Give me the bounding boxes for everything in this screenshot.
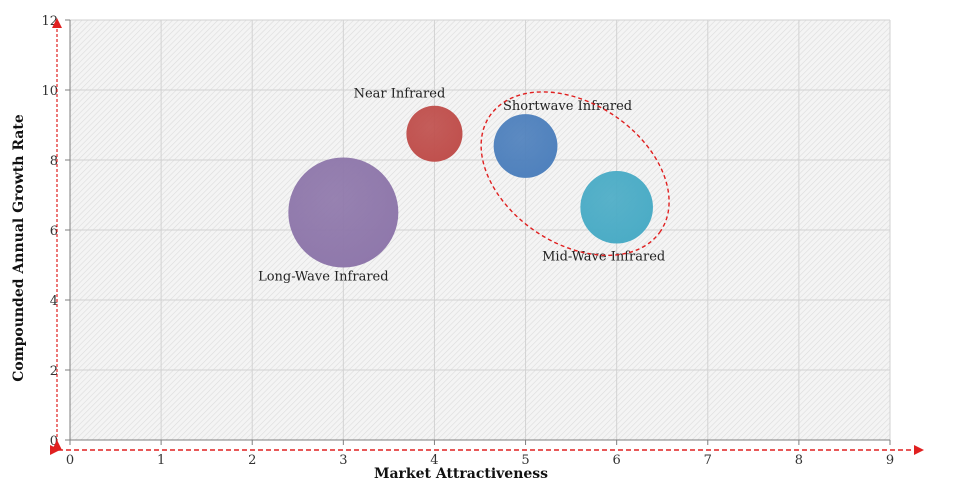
y-tick-label-10: 10 xyxy=(41,84,58,99)
x-tick-label-1: 1 xyxy=(157,453,165,468)
bubble-long-wave-infrared xyxy=(288,157,399,268)
bubble-label-mid-wave-infrared: Mid-Wave Infrared xyxy=(542,250,665,265)
bubble-shortwave-infrared xyxy=(493,114,558,178)
bubbles xyxy=(288,105,653,268)
bubble-mid-wave-infrared xyxy=(580,170,653,244)
x-tick-label-2: 2 xyxy=(248,453,256,468)
highlight-ellipse xyxy=(480,91,670,257)
x-tick-label-8: 8 xyxy=(795,453,803,468)
bubble-label-long-wave-infrared: Long-Wave Infrared xyxy=(258,270,389,285)
x-tick-label-6: 6 xyxy=(613,453,621,468)
x-tick-label-7: 7 xyxy=(704,453,712,468)
x-tick-label-4: 4 xyxy=(430,453,438,468)
x-tick-label-5: 5 xyxy=(521,453,529,468)
bubble-label-near-infrared: Near Infrared xyxy=(354,87,446,102)
x-tick-label-9: 9 xyxy=(886,453,894,468)
y-tick-label-12: 12 xyxy=(41,14,58,29)
x-axis-title: Market Attractiveness xyxy=(374,466,548,482)
bubble-labels: Long-Wave Infrared Near Infrared Shortwave… xyxy=(258,87,670,285)
bubble-near-infrared xyxy=(406,105,463,162)
x-tick-label-0: 0 xyxy=(66,453,74,468)
bubble-label-shortwave-infrared: Shortwave Infrared xyxy=(503,99,632,114)
y-axis-title: Compounded Annual Growth Rate xyxy=(11,114,27,382)
x-tick-label-3: 3 xyxy=(339,453,347,468)
